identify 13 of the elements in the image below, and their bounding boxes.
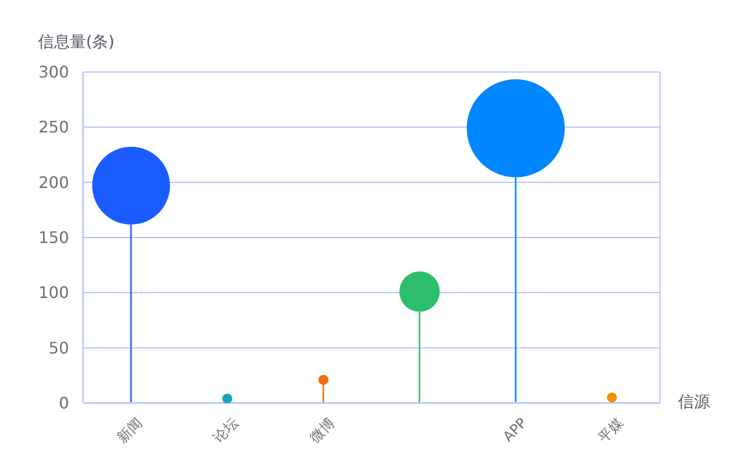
y-tick-label: 250	[38, 118, 69, 137]
y-tick-label: 0	[58, 394, 69, 412]
x-tick-label: 论坛	[210, 415, 242, 446]
x-tick-label: 微博	[306, 415, 338, 446]
y-tick-label: 150	[38, 228, 69, 247]
x-tick-label: 新闻	[114, 415, 146, 446]
x-axis-title: 信源	[678, 392, 710, 413]
y-tick-label: 300	[38, 62, 69, 82]
y-axis-title: 信息量(条)	[38, 32, 114, 53]
y-tick-label: 200	[38, 172, 69, 192]
y-tick-label: 100	[38, 283, 69, 302]
x-tick-label: 平媒	[595, 415, 627, 446]
y-tick-label: 50	[48, 338, 69, 358]
